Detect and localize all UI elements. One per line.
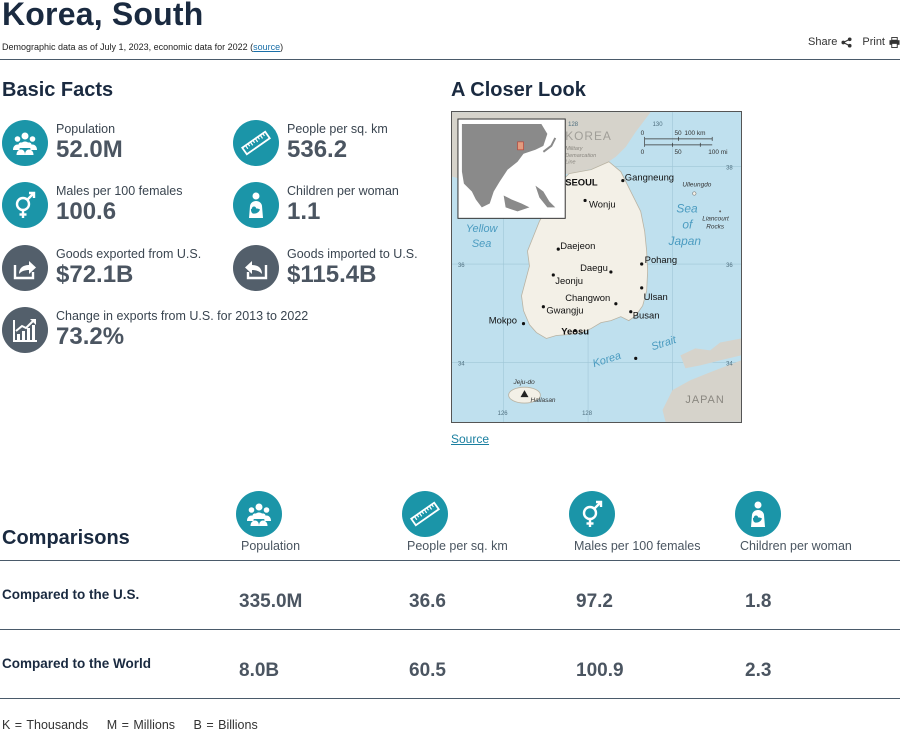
row-label: Compared to the U.S. (2, 587, 140, 602)
fact-export-change: Change in exports from U.S. for 2013 to … (2, 307, 308, 353)
data-date-note: Demographic data as of July 1, 2023, eco… (2, 42, 284, 52)
import-icon (233, 245, 279, 291)
svg-text:0: 0 (641, 130, 645, 137)
header-divider (0, 59, 900, 60)
svg-text:50: 50 (674, 130, 682, 137)
gender-icon (2, 182, 48, 228)
svg-text:36: 36 (458, 263, 465, 269)
cell-value: 97.2 (576, 591, 613, 612)
mother-child-icon (233, 182, 279, 228)
population-icon (2, 120, 48, 166)
column-header: Males per 100 females (574, 539, 701, 553)
svg-text:Changwon: Changwon (565, 292, 610, 303)
svg-text:Daegu: Daegu (580, 262, 608, 273)
svg-text:Gwangju: Gwangju (546, 305, 583, 316)
column-header: People per sq. km (407, 539, 508, 553)
svg-text:KOREA: KOREA (565, 129, 612, 143)
svg-text:128: 128 (568, 122, 579, 128)
svg-text:126: 126 (498, 411, 509, 417)
cell-value: 60.5 (409, 660, 446, 681)
closer-look-heading: A Closer Look (451, 79, 586, 101)
svg-text:of: of (682, 217, 694, 231)
svg-text:Japan: Japan (668, 234, 702, 248)
svg-text:Jeonju: Jeonju (555, 275, 583, 286)
column-header: Population (241, 539, 301, 553)
svg-text:128: 128 (582, 411, 593, 417)
country-map[interactable]: 0 50 100 km 0 50 100 mi 128 130 38 36 36… (451, 111, 742, 423)
svg-text:Mokpo: Mokpo (489, 315, 517, 326)
fact-density: People per sq. km 536.2 (233, 120, 388, 166)
fact-exports: Goods exported from U.S. $72.1B (2, 245, 201, 291)
svg-text:SEOUL: SEOUL (565, 177, 598, 188)
page-toolbar: Share Print (808, 36, 900, 48)
svg-text:100 mi: 100 mi (708, 149, 727, 156)
cell-value: 2.3 (745, 660, 772, 681)
table-divider (0, 560, 900, 561)
map-source-link[interactable]: Source (451, 432, 490, 446)
units-legend: K = Thousands M = Millions B = Billions (2, 718, 258, 732)
svg-text:Hallasan: Hallasan (530, 397, 555, 404)
ruler-icon (233, 120, 279, 166)
map-svg: 0 50 100 km 0 50 100 mi 128 130 38 36 36… (452, 112, 741, 422)
svg-text:34: 34 (458, 361, 465, 367)
svg-text:100 km: 100 km (684, 130, 705, 137)
svg-text:Rocks: Rocks (706, 223, 725, 230)
share-icon (841, 36, 852, 48)
column-header: Children per woman (740, 539, 852, 553)
svg-text:JAPAN: JAPAN (685, 394, 724, 406)
cell-value: 1.8 (745, 591, 772, 612)
cell-value: 100.9 (576, 660, 624, 681)
svg-text:0: 0 (641, 149, 645, 156)
svg-text:Gangneung: Gangneung (625, 172, 674, 183)
svg-text:Liancourt: Liancourt (702, 215, 730, 222)
fact-population: Population 52.0M (2, 120, 123, 166)
share-button[interactable]: Share (808, 36, 852, 48)
svg-text:38: 38 (726, 166, 733, 172)
print-button[interactable]: Print (862, 36, 900, 48)
svg-text:Military: Military (565, 146, 583, 152)
source-link[interactable]: source (253, 42, 281, 52)
export-icon (2, 245, 48, 291)
table-divider (0, 698, 900, 699)
svg-text:Demarcation: Demarcation (565, 153, 596, 159)
fact-sex-ratio: Males per 100 females 100.6 (2, 182, 182, 228)
svg-text:Jeju-do: Jeju-do (513, 379, 536, 386)
comparisons-heading: Comparisons (2, 527, 130, 549)
cell-value: 36.6 (409, 591, 446, 612)
svg-text:Ulsan: Ulsan (644, 291, 668, 302)
svg-text:Yeosu: Yeosu (561, 326, 589, 337)
basic-facts-heading: Basic Facts (2, 79, 114, 101)
page-title: Korea, South (2, 0, 204, 32)
svg-text:Ulleungdo: Ulleungdo (682, 182, 711, 189)
svg-text:Busan: Busan (633, 310, 660, 321)
svg-text:36: 36 (726, 263, 733, 269)
svg-text:Yellow: Yellow (466, 223, 499, 235)
svg-text:130: 130 (653, 122, 664, 128)
gender-icon (569, 491, 615, 537)
growth-chart-icon (2, 307, 48, 353)
cell-value: 8.0B (239, 660, 280, 681)
svg-text:Pohang: Pohang (645, 254, 677, 265)
svg-text:34: 34 (726, 361, 733, 367)
print-icon (889, 36, 900, 48)
table-divider (0, 629, 900, 630)
row-label: Compared to the World (2, 656, 152, 671)
svg-text:Wonju: Wonju (589, 198, 616, 209)
population-icon (236, 491, 282, 537)
svg-text:50: 50 (674, 149, 682, 156)
fact-fertility: Children per woman 1.1 (233, 182, 399, 228)
svg-text:Line: Line (565, 160, 575, 166)
mother-child-icon (735, 491, 781, 537)
svg-text:Sea: Sea (676, 201, 698, 215)
svg-text:Daejeon: Daejeon (560, 240, 595, 251)
ruler-icon (402, 491, 448, 537)
fact-imports: Goods imported to U.S. $115.4B (233, 245, 418, 291)
svg-text:Sea: Sea (472, 238, 491, 250)
cell-value: 335.0M (239, 591, 303, 612)
